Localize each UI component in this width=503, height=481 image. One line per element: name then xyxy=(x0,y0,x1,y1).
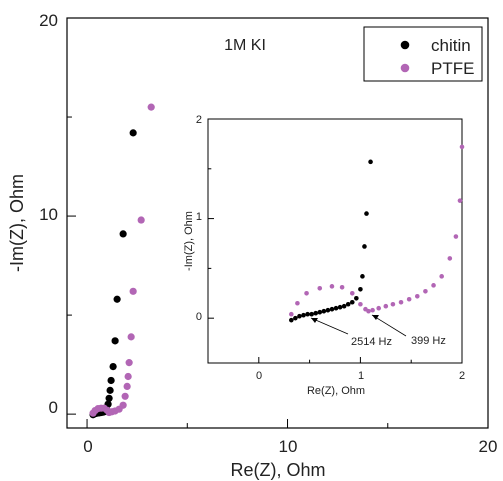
main-point-chitin-14 xyxy=(111,337,119,345)
electrolyte-annotation: 1M KI xyxy=(224,37,266,54)
inset-point-ptfe-4 xyxy=(329,284,335,289)
inset-point-ptfe-12 xyxy=(383,303,389,309)
inset-point-ptfe-10 xyxy=(370,307,375,313)
main-point-chitin-12 xyxy=(107,376,115,385)
main-point-ptfe-17 xyxy=(137,216,145,224)
main-y-tick-label-0: 0 xyxy=(49,398,58,417)
inset-point-chitin-16 xyxy=(354,295,359,301)
inset-y-tick-label-0: 0 xyxy=(196,311,202,323)
inset-tick-marks xyxy=(207,118,463,363)
inset-y-tick-label-1: 1 xyxy=(196,211,202,223)
annotation-arrowhead-2514hz xyxy=(311,318,318,323)
main-y-tick-label-2: 20 xyxy=(39,11,58,30)
annotation-arrow-2514hz xyxy=(310,317,349,335)
inset-y-tick-label-2: 2 xyxy=(196,114,202,126)
annotation-399hz: 399 Hz xyxy=(411,335,446,347)
main-x-tick-label-2: 20 xyxy=(479,437,498,456)
main-point-ptfe-11 xyxy=(121,392,129,400)
main-x-tick-label-1: 10 xyxy=(279,437,298,456)
inset-point-ptfe-5 xyxy=(339,285,345,290)
inset-point-ptfe-13 xyxy=(390,301,396,307)
main-point-chitin-10 xyxy=(105,394,113,402)
inset-point-ptfe-17 xyxy=(423,288,428,294)
main-x-tick-label-0: 0 xyxy=(83,437,92,456)
inset-point-ptfe-21 xyxy=(453,234,459,239)
inset-point-ptfe-9 xyxy=(366,308,371,314)
inset-point-chitin-15 xyxy=(349,299,355,305)
inset-point-ptfe-19 xyxy=(439,274,444,279)
inset-point-chitin-5 xyxy=(309,311,314,317)
inset-point-ptfe-2 xyxy=(304,290,309,296)
inset-point-ptfe-22 xyxy=(457,198,463,203)
main-point-ptfe-18 xyxy=(147,103,155,111)
inset-x-tick-label-0: 0 xyxy=(256,370,262,382)
inset-point-ptfe-0 xyxy=(289,311,294,317)
main-y-tick-label-1: 10 xyxy=(39,205,58,224)
inset-point-chitin-6 xyxy=(313,310,318,316)
main-point-chitin-11 xyxy=(106,386,114,394)
inset-point-chitin-9 xyxy=(325,307,331,313)
inset-point-chitin-0 xyxy=(289,317,294,323)
inset-point-chitin-17 xyxy=(358,287,363,292)
inset-point-chitin-2 xyxy=(297,313,302,319)
inset-point-ptfe-1 xyxy=(295,300,300,306)
annotation-arrowhead-399hz xyxy=(372,315,379,320)
main-tick-marks xyxy=(67,17,489,428)
main-point-chitin-16 xyxy=(119,230,127,238)
main-plot-frame xyxy=(66,17,489,429)
inset-point-chitin-1 xyxy=(293,315,298,321)
inset-y-axis-title: -Im(Z), Ohm xyxy=(183,211,195,271)
inset-point-ptfe-11 xyxy=(376,305,381,311)
inset-point-chitin-14 xyxy=(345,301,351,307)
legend-label-ptfe: PTFE xyxy=(431,59,474,78)
main-point-ptfe-12 xyxy=(123,382,131,391)
main-point-chitin-13 xyxy=(109,362,117,371)
inset-point-chitin-11 xyxy=(333,305,339,311)
inset-x-axis-title: Re(Z), Ohm xyxy=(307,385,365,397)
inset-point-chitin-19 xyxy=(362,244,367,249)
inset-x-tick-label-1: 1 xyxy=(358,370,364,382)
inset-point-ptfe-16 xyxy=(414,293,420,299)
inset-point-chitin-18 xyxy=(360,274,365,279)
main-data-points xyxy=(89,103,155,419)
main-y-axis-title: -Im(Z), Ohm xyxy=(7,174,27,272)
main-point-ptfe-13 xyxy=(124,372,132,381)
annotation-2514hz: 2514 Hz xyxy=(351,336,392,348)
inset-point-ptfe-14 xyxy=(398,299,404,305)
main-point-ptfe-15 xyxy=(127,333,135,341)
legend-marker-ptfe xyxy=(400,63,410,73)
inset-point-chitin-3 xyxy=(301,312,306,318)
legend-label-chitin: chitin xyxy=(431,36,471,55)
main-point-ptfe-16 xyxy=(129,287,137,295)
annotation-arrow-399hz xyxy=(371,314,407,337)
inset-point-chitin-8 xyxy=(321,308,327,314)
main-point-chitin-15 xyxy=(113,295,121,303)
inset-point-chitin-20 xyxy=(364,211,369,216)
inset-point-chitin-12 xyxy=(337,304,343,310)
inset-point-ptfe-15 xyxy=(406,296,412,302)
inset-point-chitin-21 xyxy=(368,159,373,165)
inset-point-chitin-4 xyxy=(305,311,310,317)
inset-x-tick-label-2: 2 xyxy=(459,370,465,382)
inset-point-ptfe-3 xyxy=(317,286,323,291)
inset-point-ptfe-23 xyxy=(459,144,465,150)
legend-box xyxy=(363,26,483,82)
inset-point-ptfe-6 xyxy=(349,290,355,296)
inset-plot-frame xyxy=(207,118,463,364)
main-point-chitin-17 xyxy=(129,129,137,137)
main-point-ptfe-10 xyxy=(119,401,127,409)
inset-point-chitin-13 xyxy=(341,303,347,309)
main-point-ptfe-14 xyxy=(125,359,133,367)
inset-data-points xyxy=(289,144,465,323)
legend-marker-chitin xyxy=(400,40,410,50)
inset-point-chitin-7 xyxy=(317,309,323,315)
inset-point-ptfe-20 xyxy=(447,256,453,261)
inset-point-ptfe-7 xyxy=(358,301,363,307)
main-x-axis-title: Re(Z), Ohm xyxy=(230,460,325,480)
inset-point-chitin-10 xyxy=(329,306,335,312)
inset-point-ptfe-18 xyxy=(431,283,436,288)
